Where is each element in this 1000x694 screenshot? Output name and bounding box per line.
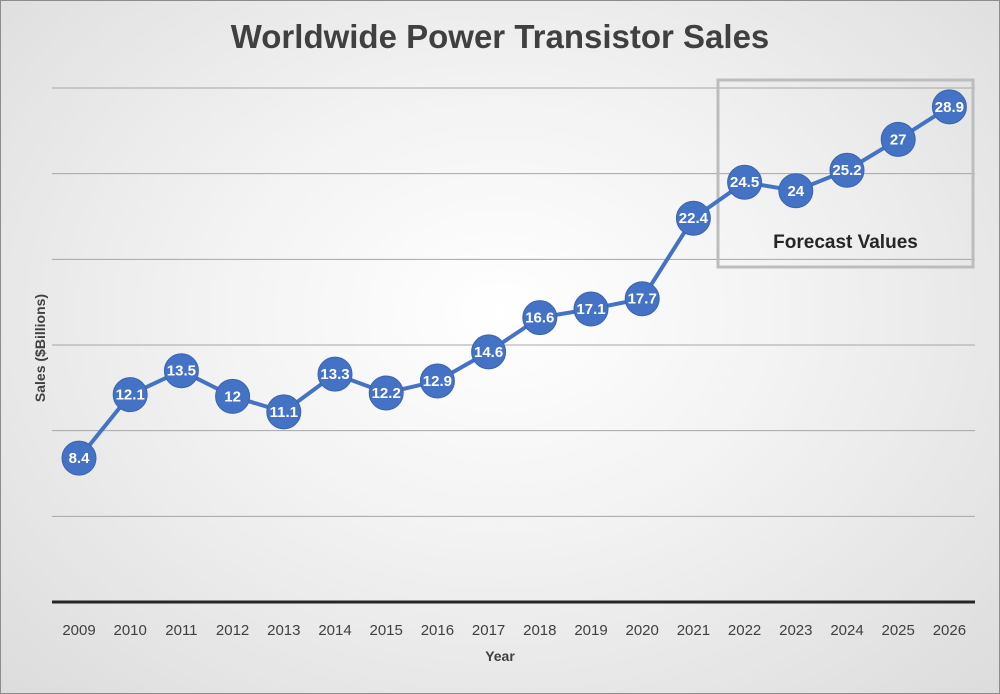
data-point: 8.4 bbox=[61, 440, 97, 476]
x-tick-label: 2018 bbox=[523, 622, 556, 639]
x-tick-labels: 2009 2010 2011 2012 2013 2014 2015 2016 2017 2018… bbox=[62, 622, 966, 639]
data-point-marker bbox=[215, 378, 251, 414]
data-point-marker bbox=[163, 353, 199, 389]
data-point: 16.6 bbox=[522, 300, 558, 336]
data-point: 14.6 bbox=[471, 334, 507, 370]
data-point: 12.2 bbox=[368, 375, 404, 411]
data-point: 17.7 bbox=[624, 281, 660, 317]
data-point-marker bbox=[880, 121, 916, 157]
x-tick-label: 2023 bbox=[779, 622, 812, 639]
data-label: 24.5 bbox=[730, 174, 759, 191]
data-point: 27 bbox=[880, 121, 916, 157]
x-tick-label: 2011 bbox=[165, 622, 197, 639]
data-label: 28.9 bbox=[935, 99, 964, 116]
x-tick-label: 2014 bbox=[318, 622, 351, 639]
data-point-marker bbox=[522, 300, 558, 336]
data-label: 16.6 bbox=[525, 310, 554, 327]
data-label: 12.1 bbox=[116, 387, 145, 404]
forecast-box bbox=[716, 78, 975, 269]
data-point-marker bbox=[266, 394, 302, 430]
x-tick-label: 2010 bbox=[114, 622, 147, 639]
data-point-marker bbox=[829, 152, 865, 188]
data-label: 13.3 bbox=[320, 366, 349, 383]
data-label: 8.4 bbox=[69, 450, 91, 467]
x-tick-label: 2009 bbox=[62, 622, 95, 639]
x-tick-label: 2017 bbox=[472, 622, 505, 639]
data-point-marker bbox=[471, 334, 507, 370]
data-point-marker bbox=[675, 200, 711, 236]
data-point: 28.9 bbox=[931, 89, 967, 125]
x-tick-label: 2012 bbox=[216, 622, 249, 639]
x-tick-label: 2016 bbox=[421, 622, 454, 639]
data-label: 12.9 bbox=[423, 373, 452, 390]
data-label: 12.2 bbox=[372, 385, 401, 402]
data-point: 13.3 bbox=[317, 356, 353, 392]
data-point: 17.1 bbox=[573, 291, 609, 327]
data-label: 22.4 bbox=[679, 210, 709, 227]
data-label: 25.2 bbox=[832, 162, 861, 179]
x-tick-label: 2013 bbox=[267, 622, 300, 639]
x-tick-label: 2020 bbox=[626, 622, 659, 639]
data-label: 13.5 bbox=[167, 363, 196, 380]
data-point: 12.1 bbox=[112, 377, 148, 413]
data-point: 12.9 bbox=[419, 363, 455, 399]
data-label: 11.1 bbox=[270, 404, 298, 421]
data-point-marker bbox=[573, 291, 609, 327]
data-point: 24 bbox=[778, 173, 814, 209]
x-tick-label: 2015 bbox=[370, 622, 403, 639]
data-point-marker bbox=[624, 281, 660, 317]
data-point: 22.4 bbox=[675, 200, 711, 236]
data-point: 13.5 bbox=[163, 353, 199, 389]
x-tick-label: 2019 bbox=[574, 622, 607, 639]
data-label: 14.6 bbox=[474, 344, 503, 361]
x-axis-label: Year bbox=[485, 648, 515, 664]
x-tick-label: 2025 bbox=[882, 622, 915, 639]
data-label: 27 bbox=[890, 131, 907, 148]
x-tick-label: 2021 bbox=[677, 622, 710, 639]
data-point: 11.1 bbox=[266, 394, 302, 430]
series-line bbox=[77, 105, 951, 460]
data-point-marker bbox=[778, 173, 814, 209]
data-point-marker bbox=[727, 164, 763, 200]
data-point-marker bbox=[317, 356, 353, 392]
data-point: 25.2 bbox=[829, 152, 865, 188]
data-point-marker bbox=[368, 375, 404, 411]
data-label: 17.7 bbox=[628, 291, 657, 308]
gridlines bbox=[52, 87, 975, 517]
data-label: 12 bbox=[224, 388, 241, 405]
series-markers: 8.4 12.1 13.5 12 11.1 13.3 12.2 12.9 14.6 16.6 17.… bbox=[61, 89, 967, 476]
data-point-marker bbox=[112, 377, 148, 413]
x-tick-label: 2024 bbox=[830, 622, 863, 639]
data-point-marker bbox=[931, 89, 967, 125]
x-tick-label: 2026 bbox=[933, 622, 966, 639]
forecast-annotation: Forecast Values bbox=[773, 232, 918, 253]
data-point-marker bbox=[419, 363, 455, 399]
data-point: 24.5 bbox=[727, 164, 763, 200]
chart-title: Worldwide Power Transistor Sales bbox=[230, 18, 770, 55]
data-point: 12 bbox=[215, 378, 251, 414]
data-label: 24 bbox=[787, 183, 804, 200]
x-tick-label: 2022 bbox=[728, 622, 761, 639]
data-label: 17.1 bbox=[576, 301, 605, 318]
data-point-marker bbox=[61, 440, 97, 476]
